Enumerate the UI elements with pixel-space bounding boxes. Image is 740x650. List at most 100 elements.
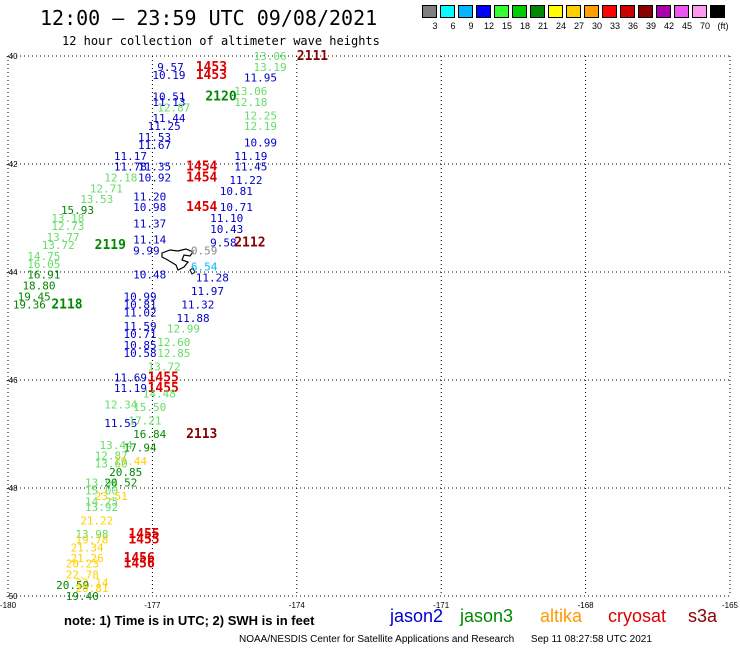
wave-height-label: 19.44 <box>114 455 147 468</box>
y-tick-label: -46 <box>6 376 18 385</box>
wave-height-label: 12.87 <box>157 101 190 114</box>
footer-credit: NOAA/NESDIS Center for Satellite Applica… <box>239 634 652 645</box>
wave-height-label: 6.54 <box>191 261 218 274</box>
wave-height-label: 20.85 <box>109 466 142 479</box>
wave-height-label: 20.81 <box>75 582 108 595</box>
wave-height-label: 12.25 <box>244 109 277 122</box>
wave-height-label: 19.40 <box>66 590 99 603</box>
legend-swatch <box>620 5 635 18</box>
wave-height-label: 10.51 <box>152 91 185 104</box>
wave-height-label: 0.59 <box>191 244 218 257</box>
legend-swatch <box>566 5 581 18</box>
x-tick-label: -177 <box>144 601 161 610</box>
wave-height-label: 14.75 <box>27 250 60 263</box>
wave-height-label: 11.17 <box>114 150 147 163</box>
satellite-altika: altika <box>540 606 583 626</box>
wave-height-label: 13.98 <box>75 528 108 541</box>
wave-height-label: 11.78 <box>114 161 147 174</box>
pass-time-label: 1454 <box>186 160 217 175</box>
wave-height-label: 12.34 <box>104 398 137 411</box>
chart-subtitle: 12 hour collection of altimeter wave hei… <box>62 34 380 48</box>
map-grid <box>7 55 731 597</box>
wave-height-label: 13.19 <box>253 61 286 74</box>
y-tick-label: -42 <box>6 160 18 169</box>
wave-height-label: 11.19 <box>114 382 147 395</box>
wave-height-label: 14.48 <box>143 388 176 401</box>
legend-level: 45 <box>681 21 692 31</box>
wave-height-label: 13.77 <box>47 231 80 244</box>
legend-level: 70 <box>699 21 710 31</box>
wave-height-label: 16.91 <box>27 269 60 282</box>
wave-height-label: 12.19 <box>244 120 277 133</box>
x-tick-label: -171 <box>433 601 450 610</box>
wave-height-label: 10.99 <box>124 290 157 303</box>
pass-time-label: 1455 <box>148 370 179 385</box>
legend-swatch <box>530 5 545 18</box>
legend-swatch <box>674 5 689 18</box>
wave-height-label: 11.69 <box>114 371 147 384</box>
wave-height-label: 11.19 <box>234 150 267 163</box>
wave-height-label: 22.14 <box>75 577 108 590</box>
axis-ticks: -180 -177 -174 -171 -168 -165 -40 -42 -44 -46 -48 -… <box>0 52 739 610</box>
legend-level: 27 <box>573 21 584 31</box>
legend-level: 21 <box>537 21 548 31</box>
wave-height-label: 12.73 <box>51 220 84 233</box>
wave-height-label: 13.44 <box>99 439 132 452</box>
wave-height-label: 13.06 <box>234 85 267 98</box>
pass-time-label: 2113 <box>186 427 217 442</box>
legend-level: 3 <box>432 21 438 31</box>
wave-height-label: 11.55 <box>104 417 137 430</box>
wave-height-label: 13.53 <box>80 193 113 206</box>
legend-swatch <box>602 5 617 18</box>
pass-time-label: 2111 <box>297 49 328 64</box>
wave-height-label: 15.93 <box>61 204 94 217</box>
legend-swatch <box>656 5 671 18</box>
wave-height-label: 10.99 <box>244 136 277 149</box>
wave-height-label: 13.06 <box>253 50 286 63</box>
wave-height-label: 19.36 <box>13 298 46 311</box>
legend-swatch <box>494 5 509 18</box>
satellite-jason2: jason2 <box>390 606 444 626</box>
legend-level: 9 <box>468 21 474 31</box>
wave-height-label: 11.67 <box>138 139 171 152</box>
wave-height-label: 19.78 <box>75 533 108 546</box>
legend-level: 33 <box>609 21 620 31</box>
wave-height-label: 11.44 <box>152 112 185 125</box>
wave-height-label: 11.95 <box>244 72 277 85</box>
wave-height-label: 12.71 <box>90 182 123 195</box>
x-tick-label: -165 <box>722 601 739 610</box>
wave-height-label: 11.13 <box>152 96 185 109</box>
legend-swatch <box>548 5 563 18</box>
legend-swatch <box>692 5 707 18</box>
wave-height-label: 11.20 <box>133 190 166 203</box>
wave-height-label: 18.80 <box>22 280 55 293</box>
pass-time-label: 1454 <box>186 171 217 186</box>
wave-height-label: 17.94 <box>124 442 157 455</box>
wave-height-label: 17.21 <box>128 415 161 428</box>
chart-title: 12:00 – 23:59 UTC 09/08/2021 <box>40 6 378 30</box>
wave-height-label: 11.97 <box>191 285 224 298</box>
pass-time-label: 2112 <box>234 235 265 250</box>
y-tick-label: -44 <box>6 268 18 277</box>
satellite-cryosat: cryosat <box>608 606 667 626</box>
wave-height-label: 11.22 <box>229 174 262 187</box>
wave-height-label: 10.92 <box>138 172 171 185</box>
wave-height-label: 21.34 <box>71 541 104 554</box>
wave-height-label: 9.57 <box>157 61 184 74</box>
legend-swatch <box>422 5 437 18</box>
wave-height-label: 21.22 <box>80 514 113 527</box>
x-tick-label: -180 <box>0 601 17 610</box>
wave-height-label: 21.26 <box>71 552 104 565</box>
legend-level: 39 <box>645 21 656 31</box>
legend-level: 36 <box>627 21 638 31</box>
wave-height-label: 11.25 <box>148 120 181 133</box>
pass-time-label: 2118 <box>51 297 82 312</box>
wave-height-label: 12.99 <box>167 323 200 336</box>
wave-height-label: 13.72 <box>42 239 75 252</box>
wave-height-label: 9.99 <box>133 244 160 257</box>
legend-level: 24 <box>555 21 566 31</box>
wave-height-label: 13.60 <box>95 458 128 471</box>
wave-height-label: 12.85 <box>157 347 190 360</box>
pass-time-label: 2120 <box>205 90 236 105</box>
